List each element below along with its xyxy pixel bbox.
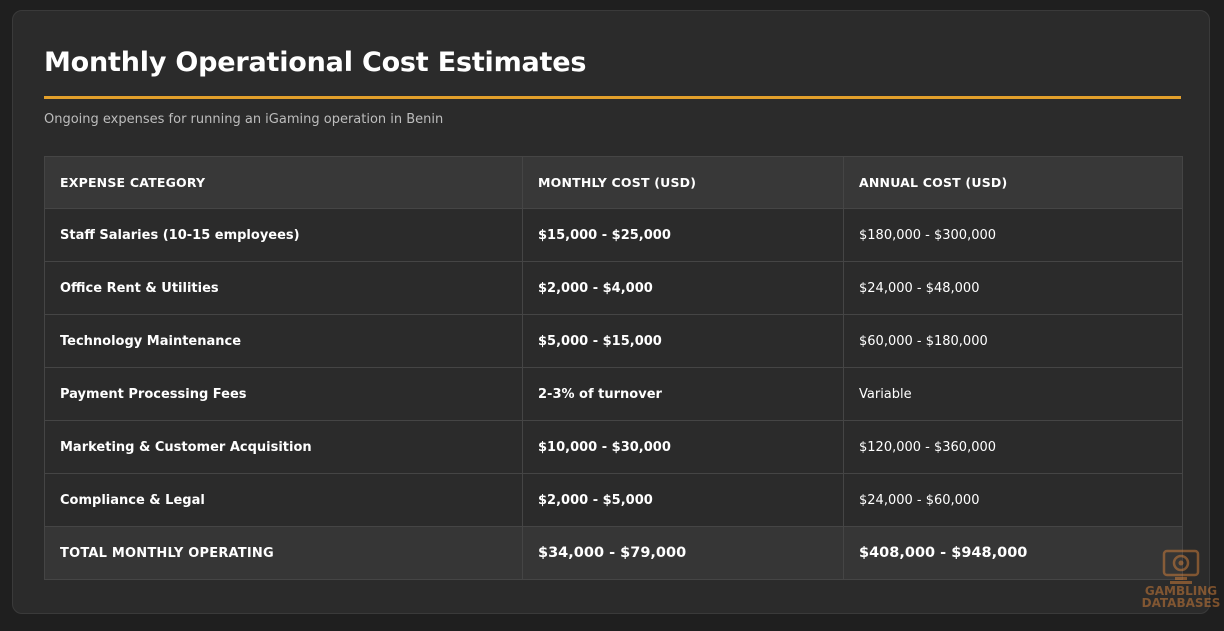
- row-monthly-cost: $2,000 - $5,000: [522, 473, 844, 527]
- row-monthly-cost: $10,000 - $30,000: [522, 420, 844, 474]
- header-expense-category: EXPENSE CATEGORY: [44, 156, 523, 209]
- row-category: Payment Processing Fees: [44, 367, 523, 421]
- row-category: Office Rent & Utilities: [44, 261, 523, 315]
- header-monthly-cost: MONTHLY COST (USD): [522, 156, 844, 209]
- page-title: Monthly Operational Cost Estimates: [44, 47, 587, 78]
- table-row: Staff Salaries (10-15 employees) $15,000…: [44, 208, 1183, 262]
- table-row: Technology Maintenance $5,000 - $15,000 …: [44, 314, 1183, 368]
- row-category: Staff Salaries (10-15 employees): [44, 208, 523, 262]
- table-row: Office Rent & Utilities $2,000 - $4,000 …: [44, 261, 1183, 315]
- row-monthly-cost: 2-3% of turnover: [522, 367, 844, 421]
- row-category: Marketing & Customer Acquisition: [44, 420, 523, 474]
- row-monthly-cost: $2,000 - $4,000: [522, 261, 844, 315]
- row-category: Technology Maintenance: [44, 314, 523, 368]
- table-row: Payment Processing Fees 2-3% of turnover…: [44, 367, 1183, 421]
- row-annual-cost: $60,000 - $180,000: [843, 314, 1183, 368]
- table-total-row: TOTAL MONTHLY OPERATING $34,000 - $79,00…: [44, 526, 1183, 580]
- row-category: Compliance & Legal: [44, 473, 523, 527]
- watermark-line2: DATABASES: [1141, 596, 1221, 610]
- row-annual-cost: $120,000 - $360,000: [843, 420, 1183, 474]
- header-annual-cost: ANNUAL COST (USD): [843, 156, 1183, 209]
- title-underline: [44, 96, 1181, 99]
- table-row: Compliance & Legal $2,000 - $5,000 $24,0…: [44, 473, 1183, 527]
- row-annual-cost: $180,000 - $300,000: [843, 208, 1183, 262]
- table-header-row: EXPENSE CATEGORY MONTHLY COST (USD) ANNU…: [44, 156, 1183, 209]
- slot-machine-icon: [1162, 549, 1200, 584]
- total-monthly-cost: $34,000 - $79,000: [522, 526, 844, 580]
- row-annual-cost: $24,000 - $60,000: [843, 473, 1183, 527]
- page-subtitle: Ongoing expenses for running an iGaming …: [44, 112, 444, 127]
- cost-card: Monthly Operational Cost Estimates Ongoi…: [12, 10, 1210, 614]
- total-category: TOTAL MONTHLY OPERATING: [44, 526, 523, 580]
- cost-table: EXPENSE CATEGORY MONTHLY COST (USD) ANNU…: [44, 156, 1183, 580]
- table-row: Marketing & Customer Acquisition $10,000…: [44, 420, 1183, 474]
- row-monthly-cost: $15,000 - $25,000: [522, 208, 844, 262]
- gambling-databases-watermark: GAMBLING DATABASES: [1138, 545, 1224, 631]
- row-monthly-cost: $5,000 - $15,000: [522, 314, 844, 368]
- row-annual-cost: Variable: [843, 367, 1183, 421]
- total-annual-cost: $408,000 - $948,000: [843, 526, 1183, 580]
- watermark-line1: GAMBLING: [1144, 584, 1218, 598]
- row-annual-cost: $24,000 - $48,000: [843, 261, 1183, 315]
